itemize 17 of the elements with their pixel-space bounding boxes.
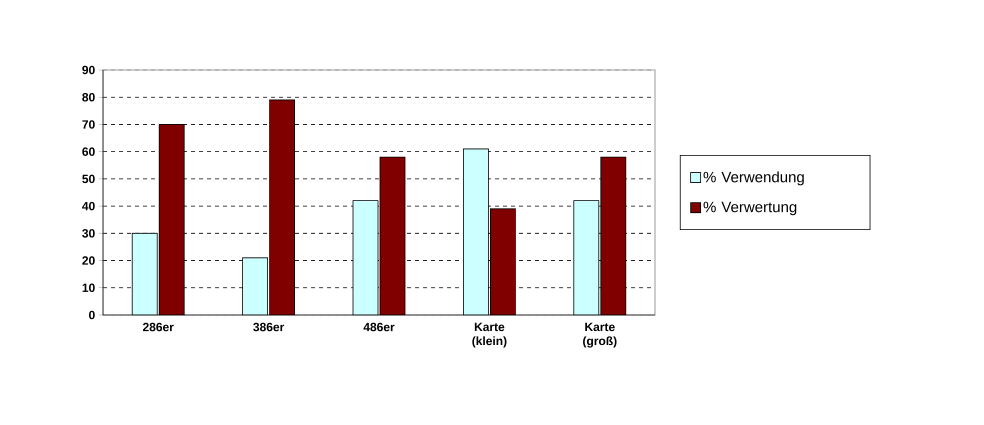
y-tick-label: 0 bbox=[89, 310, 95, 320]
y-tick-label: 70 bbox=[82, 120, 95, 129]
x-tick-label: 286er bbox=[142, 322, 174, 332]
x-tick-label: Karte (klein) bbox=[472, 322, 506, 348]
y-tick-label: 50 bbox=[82, 174, 95, 184]
legend-label: % Verwendung bbox=[704, 171, 804, 186]
x-tick-label: Karte (groß) bbox=[583, 322, 617, 348]
y-tick-label: 10 bbox=[82, 284, 95, 292]
y-tick-label: 80 bbox=[82, 92, 95, 102]
x-tick-label: 486er bbox=[364, 322, 394, 332]
y-tick-label: 40 bbox=[82, 202, 95, 210]
y-tick-label: 20 bbox=[82, 256, 95, 265]
y-tick-label: 90 bbox=[82, 66, 95, 74]
legend-label: % Verwertung bbox=[704, 202, 796, 216]
y-tick-label: 30 bbox=[82, 229, 95, 238]
y-tick-label: 60 bbox=[82, 147, 95, 156]
x-tick-label: 386er bbox=[253, 322, 284, 332]
